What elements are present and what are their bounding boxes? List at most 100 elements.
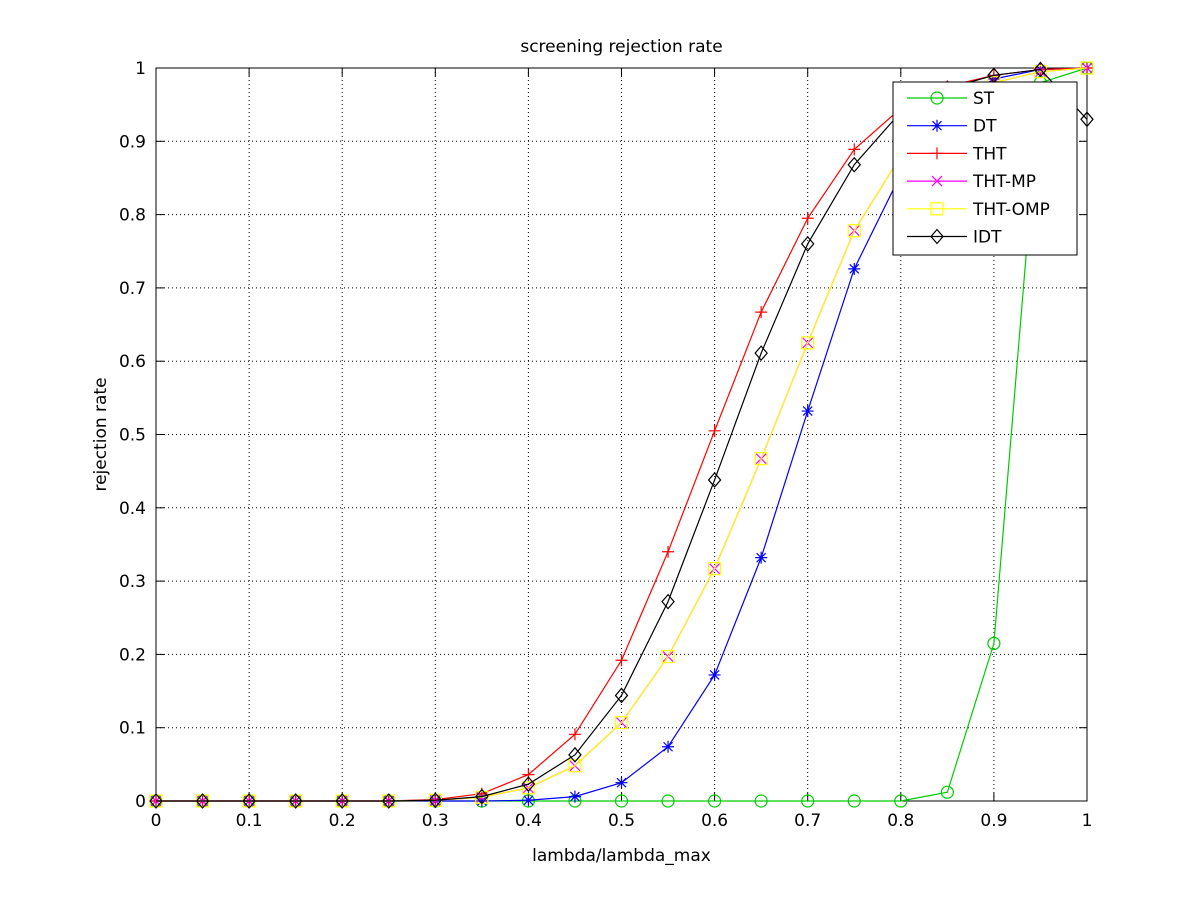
legend-item: DT	[907, 117, 997, 137]
data-point	[801, 405, 814, 418]
data-point	[754, 452, 768, 466]
y-tick-label: 0.7	[119, 279, 146, 299]
legend: ST DT THT THT-MP THT-OMP IDT	[892, 81, 1078, 256]
data-point	[615, 654, 628, 667]
legend-swatch-marker	[931, 119, 943, 132]
data-point	[801, 794, 815, 808]
data-point	[662, 545, 675, 558]
data-point	[847, 156, 862, 173]
x-tick-label: 0.8	[887, 811, 914, 831]
data-point	[335, 793, 349, 809]
data-point	[754, 794, 768, 808]
legend-label: THT	[972, 144, 1007, 164]
data-point	[801, 336, 815, 350]
data-point	[661, 794, 675, 808]
x-tick-label: 0.2	[329, 811, 356, 831]
x-axis-label: lambda/lambda_max	[532, 846, 711, 866]
data-point	[195, 793, 210, 809]
data-point	[847, 794, 861, 808]
data-point	[800, 235, 815, 252]
data-point	[987, 636, 1001, 651]
data-point	[708, 424, 721, 437]
data-point	[707, 794, 722, 808]
data-point	[475, 788, 489, 805]
data-point	[522, 768, 535, 781]
data-point	[1033, 61, 1048, 78]
data-point	[708, 668, 721, 681]
y-tick-label: 0.2	[119, 645, 146, 665]
chart-title: screening rejection rate	[520, 37, 722, 57]
data-point	[847, 224, 861, 238]
x-tick-label: 1	[1082, 811, 1093, 831]
legend-label: IDT	[973, 228, 1002, 248]
y-tick-label: 0.6	[119, 352, 146, 372]
x-tick-label: 0.3	[422, 811, 449, 831]
data-point	[242, 793, 256, 809]
legend-item: THT-MP	[907, 172, 1036, 192]
data-point	[521, 781, 536, 795]
legend-box	[892, 81, 1078, 256]
data-point	[614, 687, 629, 704]
y-tick-label: 0.4	[119, 499, 146, 519]
data-point	[661, 593, 675, 610]
x-tick-label: 0.5	[608, 811, 635, 831]
legend-swatch-marker	[930, 91, 944, 105]
data-point	[381, 793, 396, 809]
data-point	[707, 562, 722, 576]
data-point	[521, 776, 536, 793]
legend-item: IDT	[907, 228, 1002, 248]
data-point	[661, 649, 675, 664]
data-point	[940, 785, 954, 799]
legend-label: THT-OMP	[972, 200, 1050, 220]
legend-item: THT	[907, 144, 1007, 164]
data-point	[848, 262, 861, 275]
x-tick-label: 0.1	[236, 811, 263, 831]
data-point	[615, 776, 628, 789]
x-tick-label: 0.4	[515, 811, 542, 831]
legend-item: ST	[907, 89, 995, 109]
legend-swatch-marker	[930, 202, 944, 216]
data-point	[1080, 61, 1094, 75]
data-point	[475, 795, 488, 807]
data-point	[288, 793, 303, 809]
legend-label: ST	[973, 89, 995, 109]
legend-label: THT-MP	[972, 172, 1036, 192]
data-point	[428, 792, 443, 809]
data-point	[614, 794, 629, 808]
y-tick-label: 0.5	[119, 426, 146, 446]
data-point	[149, 793, 163, 809]
data-point	[568, 759, 582, 773]
data-point	[754, 345, 768, 362]
y-tick-label: 0.8	[119, 206, 146, 226]
data-point	[568, 728, 581, 741]
x-tick-label: 0	[151, 811, 162, 831]
data-point	[707, 472, 722, 488]
y-tick-label: 0.1	[119, 719, 146, 739]
legend-item: THT-OMP	[907, 200, 1050, 220]
data-point	[568, 790, 581, 803]
data-point	[755, 551, 768, 564]
legend-swatch-marker	[931, 147, 943, 160]
y-tick-label: 0.9	[119, 132, 146, 152]
data-point	[894, 794, 908, 808]
data-point	[848, 143, 861, 156]
data-point	[522, 794, 535, 807]
data-point	[755, 306, 768, 319]
data-point	[801, 212, 814, 225]
legend-label: DT	[973, 117, 997, 137]
legend-swatch-marker	[931, 175, 943, 187]
legend-swatch-marker	[930, 228, 944, 245]
axis-ticks: 0 0.1 0.2 0.3 0.4 0.5 0.6 0.7 0.8 0.9 1 0 0.1 0.2 0.3 0…	[119, 59, 1092, 831]
x-tick-label: 0.6	[701, 811, 728, 831]
x-tick-label: 0.7	[794, 811, 821, 831]
data-point	[662, 740, 675, 753]
y-tick-label: 0.3	[119, 572, 146, 592]
data-point	[614, 715, 629, 730]
data-point	[1080, 111, 1094, 128]
y-axis-label: rejection rate	[91, 377, 111, 491]
data-point	[1033, 65, 1048, 79]
x-tick-label: 0.9	[980, 811, 1007, 831]
y-tick-label: 0	[135, 792, 146, 812]
data-point	[568, 746, 582, 763]
